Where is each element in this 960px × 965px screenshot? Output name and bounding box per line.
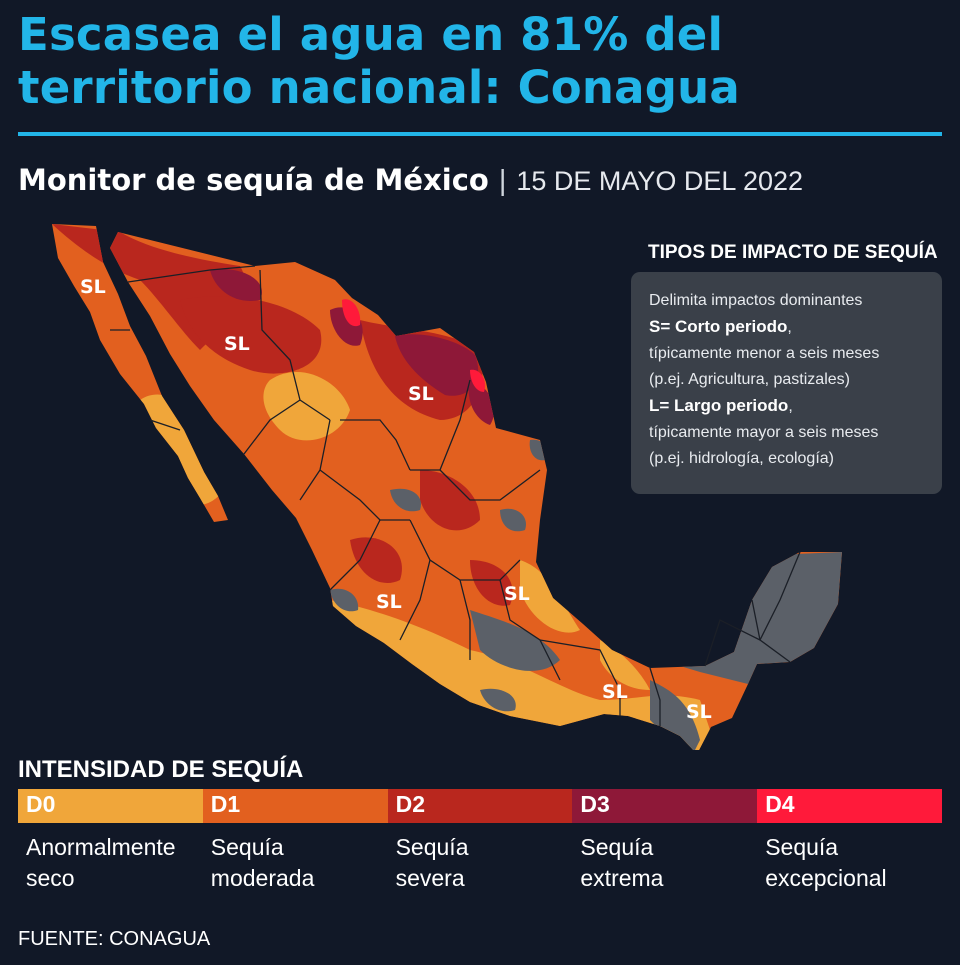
subhead-separator: |	[498, 165, 507, 197]
intensity-code: D4	[765, 791, 795, 817]
intensity-swatch-d4: D4	[757, 789, 942, 823]
impact-legend-box: Delimita impactos dominantes S= Corto pe…	[631, 272, 942, 494]
source-credit: FUENTE: CONAGUA	[18, 928, 211, 950]
headline-divider	[18, 132, 942, 136]
map-label: SL	[408, 383, 434, 405]
desc-line: excepcional	[765, 865, 887, 891]
intensity-swatch-d3: D3	[572, 789, 758, 823]
impact-intro: Delimita impactos dominantes	[649, 292, 863, 309]
desc-line: Sequía	[580, 834, 654, 860]
intensity-code: D0	[26, 791, 56, 817]
impact-short-desc: típicamente menor a seis meses	[649, 345, 880, 362]
intensity-swatch-d2: D2	[387, 789, 573, 823]
intensity-code: D3	[580, 791, 610, 817]
impact-short: S= Corto periodo,	[649, 314, 932, 341]
map-label: SL	[602, 681, 628, 703]
map-label: SL	[686, 701, 712, 723]
impact-short-examples: (p.ej. Agricultura, pastizales)	[649, 371, 850, 388]
intensity-descriptions: Anormalmente seco Sequía moderada Sequía se…	[18, 832, 942, 894]
intensity-desc-d2: Sequía severa	[388, 832, 573, 894]
impact-short-suffix: ,	[787, 319, 792, 336]
intensity-desc-d1: Sequía moderada	[203, 832, 388, 894]
desc-line: Sequía	[395, 834, 469, 860]
desc-line: severa	[395, 865, 465, 891]
intensity-swatch-d0: D0	[18, 789, 203, 823]
desc-line: Sequía	[210, 834, 284, 860]
state-borders	[110, 265, 801, 726]
impact-long-examples: (p.ej. hidrología, ecología)	[649, 450, 834, 467]
intensity-desc-d0: Anormalmente seco	[18, 832, 203, 894]
map-label: SL	[80, 276, 106, 298]
impact-long-desc: típicamente mayor a seis meses	[649, 424, 879, 441]
impact-short-label: S= Corto periodo	[649, 317, 788, 336]
desc-line: moderada	[210, 865, 315, 891]
intensity-swatch-d1: D1	[202, 789, 388, 823]
intensity-title: INTENSIDAD DE SEQUÍA	[18, 756, 304, 783]
impact-legend-title: TIPOS DE IMPACTO DE SEQUÍA	[648, 242, 938, 263]
subhead: Monitor de sequía de México | 15 DE MAYO D…	[18, 162, 803, 199]
headline-line-1: Escasea el agua en 81% del	[18, 8, 724, 61]
subhead-date: 15 DE MAYO DEL 2022	[516, 166, 804, 196]
map-label: SL	[224, 333, 250, 355]
desc-line: Sequía	[765, 834, 839, 860]
map-labels: SL SL SL SL SL SL SL	[80, 276, 712, 723]
intensity-desc-d4: Sequía excepcional	[757, 832, 942, 894]
map-label: SL	[376, 591, 402, 613]
desc-line: seco	[26, 865, 75, 891]
intensity-desc-d3: Sequía extrema	[572, 832, 757, 894]
desc-line: extrema	[580, 865, 664, 891]
headline-line-2: territorio nacional: Conagua	[18, 61, 740, 114]
intensity-scale: D0 D1 D2 D3 D4	[18, 789, 942, 823]
intensity-code: D2	[395, 791, 425, 817]
impact-long-suffix: ,	[788, 398, 793, 415]
headline: Escasea el agua en 81% del territorio na…	[18, 8, 938, 114]
impact-long: L= Largo periodo,	[649, 393, 932, 420]
desc-line: Anormalmente	[26, 834, 176, 860]
intensity-code: D1	[210, 791, 241, 817]
impact-long-label: L= Largo periodo	[649, 396, 789, 415]
subhead-title: Monitor de sequía de México	[18, 163, 489, 197]
map-label: SL	[504, 583, 530, 605]
